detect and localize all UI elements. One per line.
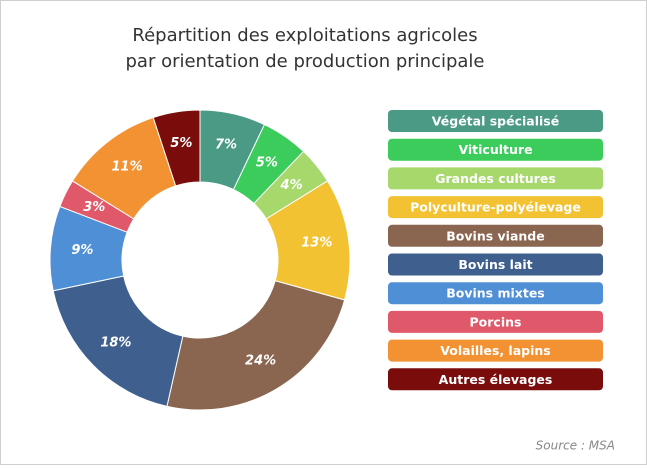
legend-swatch: [388, 368, 603, 391]
data-label: 3%: [83, 200, 105, 215]
data-label: 5%: [170, 136, 192, 151]
legend-swatch: [388, 138, 603, 161]
legend-swatch: [388, 253, 603, 276]
data-label: 13%: [301, 236, 332, 251]
legend-swatch: [388, 310, 603, 333]
data-label: 24%: [245, 354, 276, 369]
data-label: 11%: [111, 160, 142, 175]
legend-swatch: [388, 224, 603, 247]
legend-label: Bovins mixtes: [446, 286, 545, 301]
data-label: 5%: [256, 155, 278, 170]
legend-label: Porcins: [470, 314, 522, 329]
legend-swatch: [388, 339, 603, 362]
legend-label: Autres élevages: [439, 372, 553, 387]
legend-label: Grandes cultures: [435, 171, 556, 186]
legend-label: Volailles, lapins: [440, 343, 550, 358]
legend-label: Viticulture: [458, 142, 532, 157]
data-label: 18%: [100, 335, 131, 350]
chart-title: par orientation de production principale: [125, 51, 484, 72]
donut-slice: [166, 280, 346, 411]
chart-title: Répartition des exploitations agricoles: [132, 25, 477, 46]
legend-label: Bovins viande: [446, 228, 544, 243]
legend-swatch: [388, 196, 603, 219]
legend-swatch: [388, 110, 603, 132]
data-label: 4%: [280, 178, 303, 193]
donut-slice: [152, 109, 201, 187]
legend-swatch: [388, 282, 603, 305]
source: Source : MSA: [536, 439, 615, 453]
data-label: 7%: [215, 137, 237, 152]
data-label: 9%: [71, 243, 93, 258]
legend-swatch: [388, 167, 603, 190]
legend-label: Bovins lait: [458, 257, 532, 272]
legend-label: Polyculture-polyélevage: [410, 200, 581, 215]
legend-label: Végétal spécialisé: [432, 114, 559, 129]
